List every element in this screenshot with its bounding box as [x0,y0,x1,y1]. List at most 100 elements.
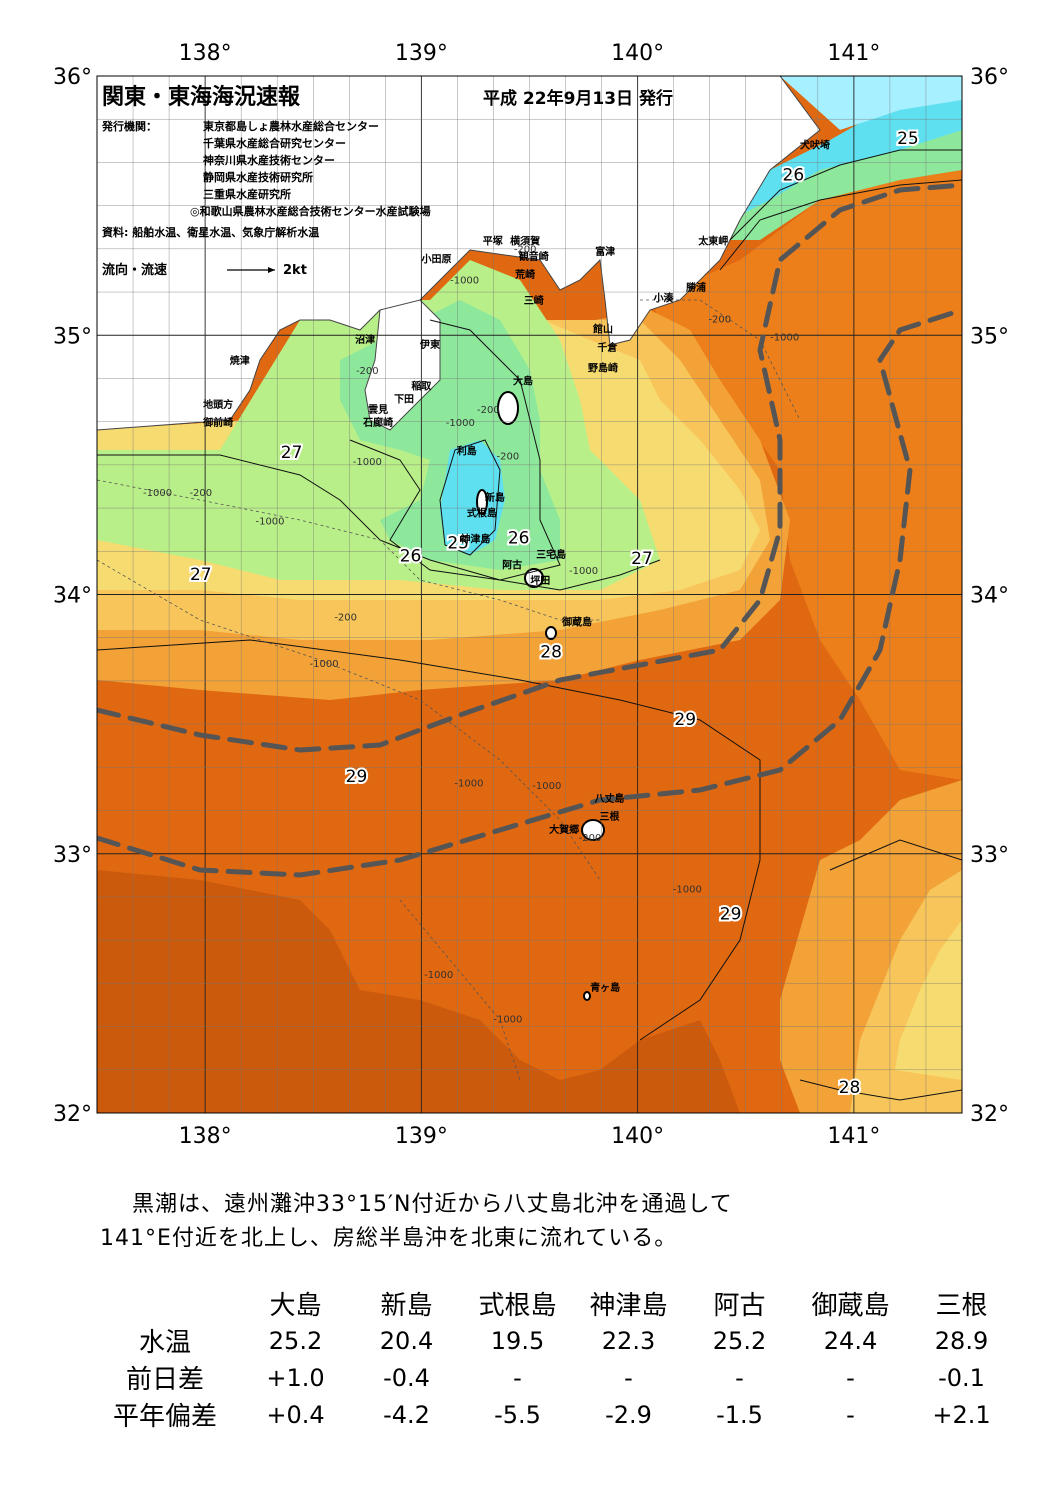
place-label: 大島 [513,375,533,388]
issuer-1: 千葉県水産総合研究センター [203,136,346,150]
row-label: 前日差 [125,1365,204,1395]
place-label: 式根島 [467,507,497,520]
summary-line-2: 141°E付近を北上し、房総半島沖を北東に流れている。 [100,1226,678,1251]
table-cell: +0.4 [266,1400,325,1429]
place-label: 伊東 [419,338,440,351]
table-cell: -5.5 [494,1400,541,1429]
sea-25-zone [440,440,505,555]
place-label: 石廊崎 [362,416,393,429]
map-title: 関東・東海海況速報 [102,84,301,110]
isotherm-label: 26 [400,547,422,567]
latitude-label: 34° [970,584,1009,609]
sea-temperature-map: 138° 138° 139° 139° 140° 140° 141° 141° 36° 36° 35… [53,41,1009,1149]
station-name: 御蔵島 [811,1291,890,1321]
latitude-label: 35° [970,324,1009,349]
latitude-label: 35° [53,324,92,349]
station-name: 阿古 [713,1291,766,1321]
issuer-2: 神奈川県水産技術センター [203,153,335,167]
station-name: 新島 [380,1291,433,1321]
issuer-label: 発行機関： [101,119,157,133]
table-cell: +1.0 [266,1363,325,1392]
map-header: 関東・東海海況速報 平成 22年9月13日 発行 発行機関： 東京都島しょ農林水… [101,84,673,278]
isotherm-label: 27 [281,443,303,463]
depth-label: -1000 [310,659,339,670]
place-label: 下田 [394,394,414,406]
depth-labels: -200-1000-200-1000-200-200-200-1000-1000… [143,244,799,1025]
depth-label: -200 [514,244,537,255]
depth-label: -1000 [450,275,479,286]
isotherm-26-line [349,319,561,581]
place-label: 小湊 [653,292,675,305]
kuroshio-north-edge [97,182,962,753]
place-label: 千倉 [597,341,618,354]
depth-label: -1000 [446,418,475,429]
row-label: 水温 [138,1328,191,1358]
isotherm-label: 25 [447,534,469,554]
isotherm-label: 25 [897,129,919,149]
place-label: 青ヶ島 [590,981,620,994]
table-corner [90,1285,240,1322]
table-row: 平年偏差 +0.4 -4.2 -5.5 -2.9 -1.5 - +2.1 [90,1396,1017,1433]
place-label: 太東岬 [697,235,728,248]
station-name: 神津島 [589,1291,668,1321]
place-label: 犬吠埼 [800,139,830,152]
place-label: 利島 [457,445,477,458]
place-label: 荒崎 [514,268,535,281]
place-label: 大賀郷 [549,823,579,836]
isotherm-28-se-line [799,1079,962,1101]
depth-label: -1000 [532,781,561,792]
table-cell: 25.2 [712,1326,767,1355]
table-cell: 28.9 [934,1326,989,1355]
latitude-label: 36° [970,65,1009,90]
isotherm-label: 29 [674,710,696,730]
depth-contour-200 [97,479,600,621]
isotherm-28-line [97,639,761,1041]
depth-label: -200 [356,366,379,377]
table-cell: -1.5 [716,1400,763,1429]
place-label: 阿古 [502,559,522,572]
isotherm-label: 29 [346,767,368,787]
issuer-3: 静岡県水産技術研究所 [203,170,313,184]
place-label: 小田原 [421,253,452,266]
place-label: 八丈島 [594,792,625,805]
table-cell: - [735,1363,744,1392]
depth-contours [97,299,801,1081]
sea-25-ne-zone [730,90,962,220]
map-frame [96,75,963,1114]
isotherm-29-line [829,839,962,871]
issuer-4: 三重県水産研究所 [203,187,291,201]
longitude-label: 139° [395,1124,448,1149]
table-cell: -0.1 [938,1363,985,1392]
isotherm-label: 26 [508,528,530,548]
depth-label: -200 [579,833,602,844]
aogashima-island [583,991,591,1001]
station-name: 大島 [269,1291,322,1321]
sea-27b-se-zone [895,920,962,1080]
depth-label: -1000 [770,332,799,343]
flow-legend-value: 2kt [283,263,307,278]
place-label: 勝浦 [686,281,706,294]
latitude-label: 32° [970,1102,1009,1127]
depth-label: -1000 [454,778,483,789]
mikura-island [545,626,557,640]
table-cell: 20.4 [379,1326,434,1355]
place-label: 館山 [592,323,613,336]
hachijo-island [581,819,605,841]
place-label: 焼津 [230,354,250,367]
place-label: 三宅島 [536,548,566,561]
oshima-island [497,391,519,425]
longitude-label: 138° [179,1124,232,1149]
isotherm-25-ne-line [729,149,962,241]
depth-label: -1000 [569,566,598,577]
summary-line-1: 黒潮は、遠州灘沖33°15′N付近から八丈島北沖を通過して [132,1192,733,1217]
lat-lon-grid [97,76,962,1113]
isotherm-label: 27 [631,549,653,569]
isotherm-lines [97,149,962,1101]
place-label: 観音崎 [519,250,549,263]
table-cell: -2.9 [605,1400,652,1429]
kuroshio-south-edge [97,307,962,878]
latitude-label: 36° [53,65,92,90]
table-cell: - [624,1363,633,1392]
latitude-label: 34° [53,584,92,609]
sea-24-ne-zone [780,76,962,130]
